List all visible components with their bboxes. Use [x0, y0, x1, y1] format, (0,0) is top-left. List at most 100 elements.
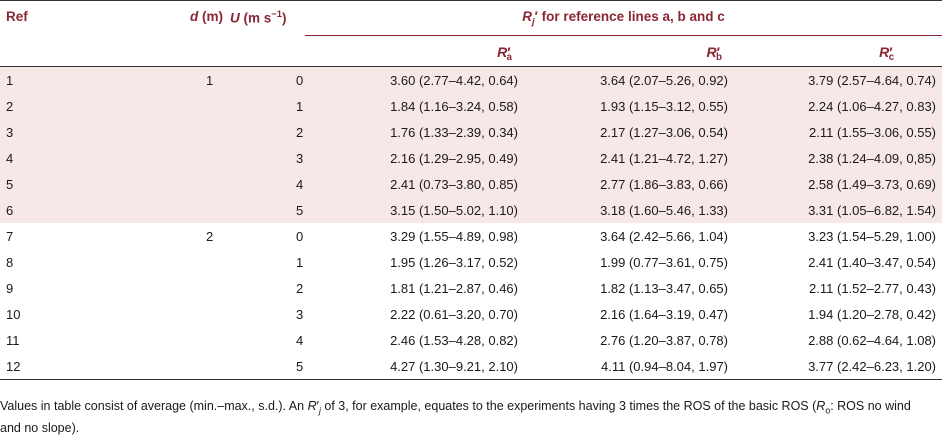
- d-cell: [80, 275, 230, 301]
- note-part3: : ROS no wind and no slope).: [0, 399, 911, 435]
- u-unit: (m s: [243, 10, 272, 26]
- ra-cell: 2.22 (0.61–3.20, 0.70): [390, 306, 518, 322]
- rc-cell: 3.23 (1.54–5.29, 1.00): [808, 228, 937, 244]
- u-cell: 3: [296, 306, 304, 322]
- ra-cell: 1.81 (1.21–2.87, 0.46): [390, 280, 518, 296]
- ra-cell: 1.95 (1.26–3.17, 0.52): [390, 254, 518, 270]
- col-header-u: U (m s−1): [230, 0, 305, 41]
- rj-text: for reference lines a, b and c: [541, 9, 725, 24]
- d-cell: [80, 353, 230, 380]
- rb-symbol: R: [706, 43, 717, 60]
- col-header-d: d (m): [80, 0, 230, 41]
- ra-sub: a: [506, 52, 512, 64]
- rc-symbol: R: [879, 43, 890, 60]
- ra-cell: 3.60 (2.77–4.42, 0.64): [305, 66, 524, 93]
- results-table: Ref d (m) U (m s−1) Rj′ for reference li…: [0, 0, 942, 380]
- table-footnote: Values in table consist of average (min.…: [0, 398, 930, 437]
- ref-cell: 10: [6, 306, 21, 322]
- u-symbol: U: [230, 10, 240, 26]
- rc-prime: ′: [889, 43, 893, 60]
- rj-sub: j: [532, 16, 535, 28]
- rb-sub: b: [716, 52, 722, 64]
- u-cell: 1: [230, 93, 305, 119]
- u-cell: 2: [230, 119, 305, 145]
- header-row-1: Ref d (m) U (m s−1) Rj′ for reference li…: [0, 0, 942, 41]
- rc-sub: c: [888, 52, 895, 64]
- u-exp: −1: [271, 9, 283, 20]
- ref-cell: 7: [6, 228, 14, 244]
- ra-cell: 4.27 (1.30–9.21, 2.10): [305, 353, 524, 380]
- rc-cell: 3.31 (1.05–6.82, 1.54): [734, 197, 942, 223]
- ra-cell: 3.29 (1.55–4.89, 0.98): [390, 228, 518, 244]
- ra-cell: 1.84 (1.16–3.24, 0.58): [305, 93, 524, 119]
- table-row: 9 2 1.81 (1.21–2.87, 0.46) 1.82 (1.13–3.47,…: [0, 275, 942, 301]
- table-row: 7 2 0 3.29 (1.55–4.89, 0.98) 3.64 (2.42–5.66…: [0, 223, 942, 249]
- table-row: 3 2 1.76 (1.33–2.39, 0.34) 2.17 (1.27–3.06,…: [0, 119, 942, 145]
- rb-cell: 2.41 (1.21–4.72, 1.27): [524, 145, 734, 171]
- rc-cell: 1.94 (1.20–2.78, 0.42): [808, 306, 937, 322]
- col-header-ra: R′a: [305, 41, 524, 67]
- rb-cell: 1.99 (0.77–3.61, 0.75): [600, 254, 728, 270]
- u-close: ): [282, 10, 287, 26]
- table-row: 8 1 1.95 (1.26–3.17, 0.52) 1.99 (0.77–3.61,…: [0, 249, 942, 275]
- ref-cell: 9: [6, 280, 14, 296]
- table-body: 1 1 0 3.60 (2.77–4.42, 0.64) 3.64 (2.07–5.26…: [0, 66, 942, 380]
- rc-cell: 2.88 (0.62–4.64, 1.08): [808, 332, 937, 348]
- header-row-2: R′a R′b R′c: [0, 41, 942, 67]
- u-cell: 4: [296, 332, 304, 348]
- ref-cell: 2: [0, 93, 80, 119]
- table-row: 10 3 2.22 (0.61–3.20, 0.70) 2.16 (1.64–3.19…: [0, 301, 942, 327]
- rb-cell: 1.82 (1.13–3.47, 0.65): [600, 280, 728, 296]
- ra-prime: ′: [507, 43, 511, 60]
- rb-cell: 2.16 (1.64–3.19, 0.47): [600, 306, 728, 322]
- note-r-prime: ′: [316, 399, 319, 413]
- note-part2: of 3, for example, equates to the experi…: [320, 399, 817, 413]
- d-unit: (m): [202, 9, 224, 24]
- note-r-sub: j: [318, 405, 321, 416]
- d-symbol: d: [190, 9, 199, 24]
- u-cell: 2: [296, 280, 304, 296]
- note-r0-symbol: R: [816, 399, 826, 413]
- ref-cell: 5: [0, 171, 80, 197]
- ra-cell: 3.15 (1.50–5.02, 1.10): [305, 197, 524, 223]
- ref-cell: 6: [0, 197, 80, 223]
- table-row: 5 4 2.41 (0.73–3.80, 0.85) 2.77 (1.86–3.83,…: [0, 171, 942, 197]
- rc-cell: 2.38 (1.24–4.09, 0,85): [734, 145, 942, 171]
- col-header-ref: Ref: [0, 0, 80, 41]
- d-cell: 2: [206, 228, 214, 244]
- note-r0-sub: o: [825, 405, 831, 416]
- d-cell: [80, 119, 230, 145]
- ra-cell: 2.46 (1.53–4.28, 0.82): [390, 332, 518, 348]
- header-blank-1: [0, 41, 80, 67]
- rc-cell: 2.11 (1.55–3.06, 0.55): [734, 119, 942, 145]
- ra-symbol: R: [497, 43, 508, 60]
- u-cell: 3: [230, 145, 305, 171]
- u-cell: 0: [296, 228, 304, 244]
- note-r-symbol: R: [307, 399, 317, 413]
- ref-cell: 11: [6, 332, 20, 348]
- d-cell: [80, 171, 230, 197]
- rb-cell: 2.17 (1.27–3.06, 0.54): [524, 119, 734, 145]
- table-row: 4 3 2.16 (1.29–2.95, 0.49) 2.41 (1.21–4.72,…: [0, 145, 942, 171]
- d-cell: [80, 145, 230, 171]
- rc-cell: 2.41 (1.40–3.47, 0.54): [808, 254, 937, 270]
- rj-prime: ′: [534, 9, 538, 24]
- d-cell: [80, 249, 230, 275]
- ref-cell: 3: [0, 119, 80, 145]
- col-header-rj: Rj′ for reference lines a, b and c: [305, 0, 942, 41]
- ref-cell: 1: [0, 66, 80, 93]
- col-header-rb: R′b: [524, 41, 734, 67]
- d-cell: [80, 301, 230, 327]
- d-cell: [80, 327, 230, 353]
- rc-cell: 3.77 (2.42–6.23, 1.20): [734, 353, 942, 380]
- rc-cell: 2.24 (1.06–4.27, 0.83): [734, 93, 942, 119]
- table-row: 6 5 3.15 (1.50–5.02, 1.10) 3.18 (1.60–5.46,…: [0, 197, 942, 223]
- d-cell: 1: [80, 66, 230, 93]
- rb-cell: 2.76 (1.20–3.87, 0.78): [600, 332, 728, 348]
- ra-cell: 1.76 (1.33–2.39, 0.34): [305, 119, 524, 145]
- rb-cell: 1.93 (1.15–3.12, 0.55): [524, 93, 734, 119]
- d-cell: [80, 93, 230, 119]
- u-cell: 5: [230, 197, 305, 223]
- col-header-rc: R′c: [734, 41, 942, 67]
